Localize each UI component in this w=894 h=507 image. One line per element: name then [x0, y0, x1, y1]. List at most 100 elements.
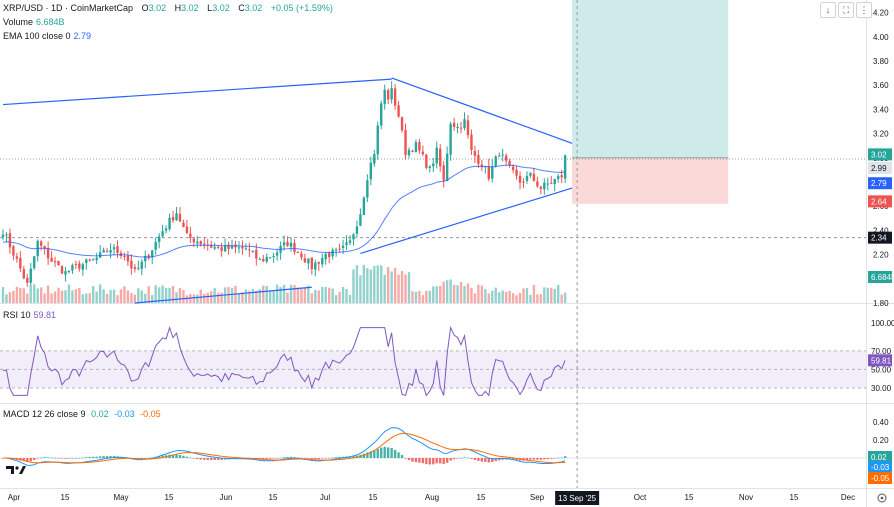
- macd-value: -0.03: [114, 409, 135, 419]
- macd-hist-bar: [435, 458, 438, 464]
- volume-bar: [411, 291, 414, 303]
- ema-label: EMA 100 close 0: [3, 31, 71, 41]
- volume-bar: [112, 289, 116, 303]
- candle-body: [130, 260, 133, 269]
- volume-bar: [15, 286, 19, 303]
- price-tick-label: 3.80: [873, 57, 889, 66]
- trendline[interactable]: [360, 187, 573, 254]
- candle-body: [272, 256, 275, 258]
- macd-hist-bar: [532, 458, 536, 460]
- volume-bar: [359, 275, 362, 303]
- volume-badge: [868, 271, 892, 283]
- stop-loss-zone[interactable]: [572, 157, 729, 204]
- candle-body: [223, 245, 227, 252]
- candle-body: [421, 151, 425, 155]
- candle-body: [432, 163, 435, 167]
- macd-hist-bar: [310, 458, 314, 460]
- signal-line[interactable]: [3, 433, 566, 464]
- volume-bar: [348, 294, 352, 303]
- candle-body: [210, 244, 213, 248]
- volume-bar: [119, 289, 123, 303]
- candle-body: [237, 247, 241, 249]
- symbol-legend: XRP/USD · 1D · CoinMarketCap O3.02 H3.02…: [3, 3, 333, 13]
- candle-body: [383, 89, 386, 105]
- candle-body: [359, 214, 362, 226]
- macd-hist-bar: [442, 458, 445, 464]
- macd-hist-bar: [286, 457, 289, 458]
- candle-body: [22, 269, 26, 279]
- candle-body: [95, 257, 98, 260]
- take-profit-zone[interactable]: [572, 0, 729, 158]
- macd-hist-bar: [307, 458, 310, 459]
- volume-bar: [425, 290, 428, 303]
- macd-badge: [868, 461, 892, 473]
- crosshair-price-badge: [868, 231, 892, 244]
- volume-bar: [504, 291, 508, 303]
- macd-hist-bar: [258, 458, 261, 460]
- fullscreen-button[interactable]: ⛶: [838, 2, 854, 18]
- volume-bar: [529, 294, 532, 303]
- macd-hist-bar: [511, 458, 515, 460]
- candle-body: [553, 178, 556, 185]
- volume-bar: [466, 283, 470, 303]
- volume-bar: [341, 286, 345, 303]
- candle-body: [491, 166, 494, 179]
- volume-bar: [220, 292, 223, 303]
- volume-bar: [241, 292, 244, 303]
- candle-body: [470, 134, 473, 150]
- volume-bar: [230, 287, 234, 303]
- time-tick-label: Nov: [739, 493, 753, 502]
- volume-bar: [43, 293, 46, 303]
- candle-body: [98, 252, 102, 258]
- candle-body: [407, 149, 411, 156]
- macd-hist-bar: [50, 457, 53, 459]
- volume-bar: [511, 293, 515, 303]
- volume-bar: [487, 293, 490, 303]
- rsi-line[interactable]: [2, 325, 566, 397]
- candle-body: [213, 247, 216, 249]
- volume-bar: [268, 290, 272, 303]
- tradingview-logo[interactable]: [6, 466, 26, 474]
- macd-hist-bar: [525, 458, 529, 461]
- candle-body: [171, 216, 175, 221]
- candle-body: [525, 176, 529, 181]
- time-tick-label: Aug: [425, 493, 439, 502]
- candle-body: [334, 249, 338, 251]
- trendline[interactable]: [391, 77, 573, 144]
- volume-bar: [501, 290, 504, 303]
- macd-hist-bar: [487, 458, 490, 463]
- candle-body: [175, 213, 178, 221]
- candle-body: [29, 268, 32, 283]
- ema-line[interactable]: [2, 164, 566, 258]
- macd-line[interactable]: [3, 427, 566, 466]
- macd-hist-bar: [203, 458, 206, 460]
- candle-body: [182, 222, 185, 227]
- scroll-down-button[interactable]: ↓: [820, 2, 836, 18]
- trendline[interactable]: [2, 78, 392, 106]
- macd-hist-bar: [491, 458, 494, 463]
- macd-hist-bar: [98, 456, 102, 458]
- macd-hist-bar: [39, 457, 43, 459]
- macd-hist-bar: [105, 456, 109, 458]
- candle-body: [449, 123, 452, 155]
- macd-hist-bar: [463, 457, 466, 458]
- volume-bar: [78, 288, 81, 303]
- candle-body: [126, 255, 130, 262]
- volume-bar: [400, 270, 404, 303]
- macd-hist-bar: [452, 458, 456, 460]
- volume-label: Volume: [3, 17, 34, 27]
- rsi-value: 59.81: [33, 310, 57, 320]
- candle-body: [74, 263, 78, 265]
- last-price-badge: [868, 162, 892, 175]
- settings-button[interactable]: [877, 493, 887, 503]
- time-tick-label: 15: [61, 493, 70, 502]
- trendline[interactable]: [134, 286, 312, 304]
- macd-hist-bar: [33, 458, 36, 461]
- volume-bar: [386, 267, 390, 303]
- more-options-button[interactable]: ⋮: [856, 2, 872, 18]
- volume-bar: [373, 266, 376, 303]
- volume-bar: [463, 286, 466, 303]
- volume-bar: [397, 274, 400, 303]
- ema-value: 2.79: [73, 31, 92, 41]
